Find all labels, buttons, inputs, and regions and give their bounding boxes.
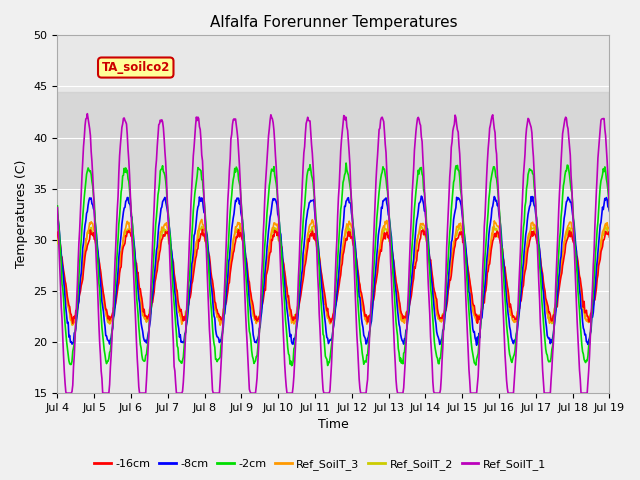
Y-axis label: Temperatures (C): Temperatures (C): [15, 160, 28, 268]
X-axis label: Time: Time: [318, 419, 349, 432]
Title: Alfalfa Forerunner Temperatures: Alfalfa Forerunner Temperatures: [210, 15, 457, 30]
Legend: -16cm, -8cm, -2cm, Ref_SoilT_3, Ref_SoilT_2, Ref_SoilT_1: -16cm, -8cm, -2cm, Ref_SoilT_3, Ref_Soil…: [90, 455, 550, 474]
Text: TA_soilco2: TA_soilco2: [102, 61, 170, 74]
Bar: [58, 92, 609, 189]
